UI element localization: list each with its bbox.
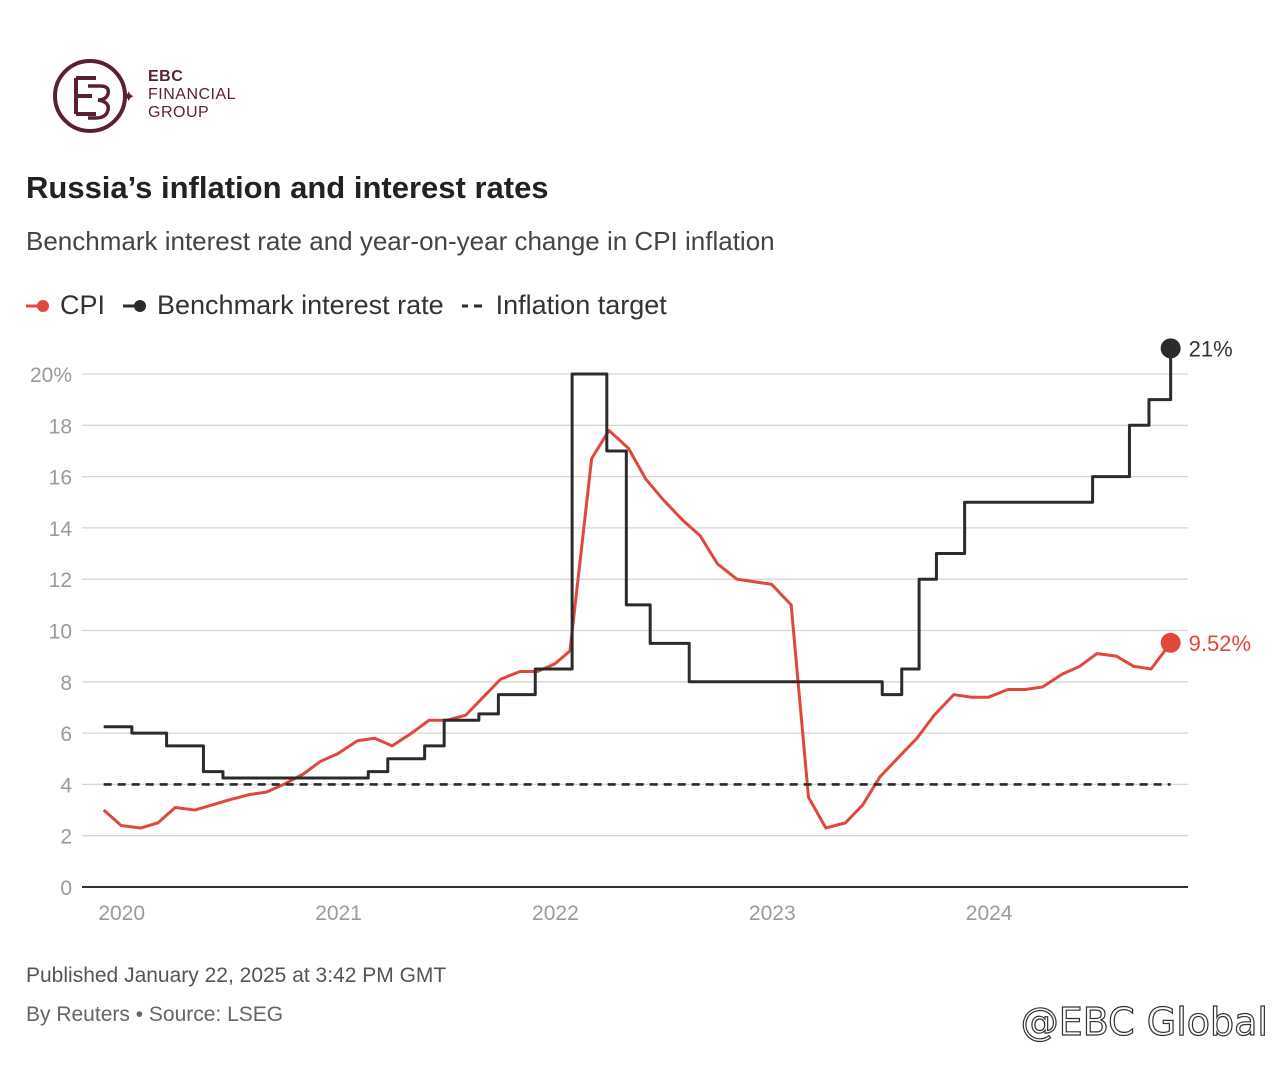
ebc-logo-mark-icon: ✦ <box>53 59 135 133</box>
y-tick-label: 10 <box>49 621 72 644</box>
chart-title: Russia’s inflation and interest rates <box>26 170 549 205</box>
logo-line-1: EBC <box>148 68 184 85</box>
y-tick-label: 20% <box>30 364 72 387</box>
watermark: @EBC Global <box>1020 999 1268 1044</box>
series-end-point-cpi <box>1160 632 1181 653</box>
chart-legend: CPI Benchmark interest rate Inflation ta… <box>26 290 685 321</box>
logo-line-2: FINANCIAL <box>148 86 237 103</box>
svg-text:✦: ✦ <box>122 87 135 106</box>
series-line-cpi <box>102 428 1172 830</box>
legend-rate-marker-icon <box>123 299 147 312</box>
ebc-logo: ✦ EBC FINANCIAL GROUP <box>52 56 252 136</box>
series-end-label-benchmark-interest-rate: 21% <box>1189 336 1233 361</box>
chart-subtitle: Benchmark interest rate and year-on-year… <box>26 226 775 256</box>
y-tick-label: 6 <box>60 723 72 746</box>
x-tick-label: 2023 <box>749 902 796 925</box>
y-tick-label: 14 <box>49 518 73 541</box>
y-tick-label: 4 <box>60 774 72 797</box>
legend-target-marker-icon <box>461 304 482 307</box>
y-tick-label: 8 <box>60 672 72 695</box>
x-tick-label: 2022 <box>532 902 579 925</box>
source-credit: By Reuters • Source: LSEG <box>26 1003 284 1026</box>
y-tick-label: 12 <box>49 569 72 592</box>
y-tick-label: 16 <box>49 467 72 490</box>
published-date: Published January 22, 2025 at 3:42 PM GM… <box>26 964 447 987</box>
y-tick-label: 0 <box>60 877 72 900</box>
legend-item-rate: Benchmark interest rate <box>123 290 444 321</box>
legend-rate-label: Benchmark interest rate <box>157 290 444 320</box>
y-tick-label: 18 <box>49 415 72 438</box>
x-tick-label: 2021 <box>315 902 362 925</box>
series-line-benchmark-interest-rate <box>103 348 1173 780</box>
x-tick-label: 2020 <box>98 902 145 925</box>
legend-cpi-label: CPI <box>60 290 106 320</box>
series-end-point-benchmark-interest-rate <box>1160 338 1181 359</box>
x-tick-label: 2024 <box>966 902 1013 925</box>
series-end-label-cpi: 9.52% <box>1189 631 1251 656</box>
logo-line-3: GROUP <box>148 104 210 121</box>
y-tick-label: 2 <box>60 826 72 849</box>
legend-item-cpi: CPI <box>26 290 105 321</box>
logo-text: EBC FINANCIAL GROUP <box>148 68 236 122</box>
legend-target-label: Inflation target <box>495 290 667 320</box>
legend-item-target: Inflation target <box>461 290 667 321</box>
legend-cpi-marker-icon <box>26 299 49 312</box>
chart-plot-area: 0 2 4 6 8 10 12 14 16 18 20% 2020 2021 2022 2023 2024 9.… <box>30 336 1251 925</box>
